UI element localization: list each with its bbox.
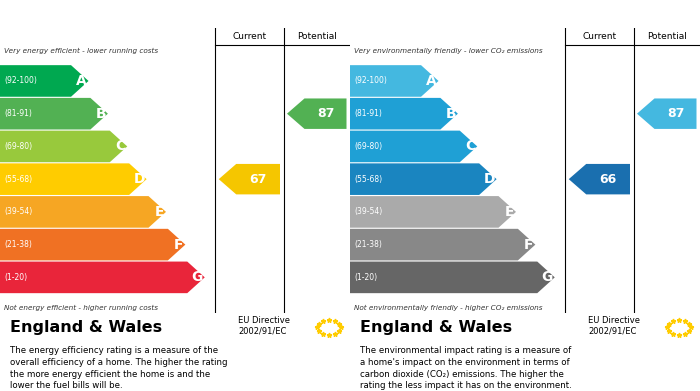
- Text: 87: 87: [317, 107, 334, 120]
- Polygon shape: [287, 99, 346, 129]
- Text: The energy efficiency rating is a measure of the
overall efficiency of a home. T: The energy efficiency rating is a measur…: [10, 346, 228, 391]
- Text: The environmental impact rating is a measure of
a home's impact on the environme: The environmental impact rating is a mea…: [360, 346, 573, 391]
- Text: 66: 66: [599, 173, 617, 186]
- Polygon shape: [637, 99, 696, 129]
- Text: F: F: [174, 238, 183, 252]
- Text: G: G: [542, 270, 553, 284]
- Polygon shape: [0, 98, 108, 129]
- Text: (55-68): (55-68): [4, 175, 32, 184]
- Text: (69-80): (69-80): [4, 142, 32, 151]
- Text: Energy Efficiency Rating: Energy Efficiency Rating: [8, 7, 192, 21]
- Text: (81-91): (81-91): [354, 109, 382, 118]
- Polygon shape: [350, 163, 496, 195]
- Text: C: C: [466, 140, 475, 153]
- Polygon shape: [350, 98, 458, 129]
- Text: Potential: Potential: [647, 32, 687, 41]
- Polygon shape: [218, 164, 280, 194]
- Text: E: E: [155, 205, 164, 219]
- Text: 67: 67: [249, 173, 267, 186]
- Polygon shape: [0, 196, 166, 228]
- Text: (39-54): (39-54): [354, 207, 382, 216]
- Polygon shape: [350, 65, 438, 97]
- Polygon shape: [350, 229, 536, 260]
- Polygon shape: [350, 131, 477, 162]
- Text: Current: Current: [582, 32, 617, 41]
- Text: D: D: [484, 172, 495, 186]
- Text: (92-100): (92-100): [4, 77, 37, 86]
- Polygon shape: [568, 164, 630, 194]
- Text: (1-20): (1-20): [4, 273, 27, 282]
- Text: Very energy efficient - lower running costs: Very energy efficient - lower running co…: [4, 48, 158, 54]
- Text: B: B: [445, 107, 456, 121]
- Text: EU Directive
2002/91/EC: EU Directive 2002/91/EC: [238, 316, 290, 336]
- Polygon shape: [0, 163, 146, 195]
- Text: F: F: [524, 238, 533, 252]
- Text: (1-20): (1-20): [354, 273, 377, 282]
- Text: E: E: [505, 205, 514, 219]
- Text: Current: Current: [232, 32, 267, 41]
- Text: England & Wales: England & Wales: [360, 320, 512, 335]
- Text: (92-100): (92-100): [354, 77, 387, 86]
- Text: EU Directive
2002/91/EC: EU Directive 2002/91/EC: [588, 316, 640, 336]
- Polygon shape: [350, 262, 554, 293]
- Text: Not energy efficient - higher running costs: Not energy efficient - higher running co…: [4, 305, 158, 311]
- Text: B: B: [95, 107, 106, 121]
- Text: Potential: Potential: [297, 32, 337, 41]
- Polygon shape: [0, 229, 186, 260]
- Text: G: G: [192, 270, 203, 284]
- Text: England & Wales: England & Wales: [10, 320, 162, 335]
- Text: (69-80): (69-80): [354, 142, 382, 151]
- Text: (21-38): (21-38): [354, 240, 382, 249]
- Text: Environmental Impact (CO₂) Rating: Environmental Impact (CO₂) Rating: [358, 7, 621, 21]
- Text: Very environmentally friendly - lower CO₂ emissions: Very environmentally friendly - lower CO…: [354, 48, 542, 54]
- Text: Not environmentally friendly - higher CO₂ emissions: Not environmentally friendly - higher CO…: [354, 305, 542, 311]
- Polygon shape: [0, 131, 127, 162]
- Text: A: A: [426, 74, 437, 88]
- Polygon shape: [0, 65, 88, 97]
- Polygon shape: [0, 262, 204, 293]
- Text: 87: 87: [667, 107, 684, 120]
- Text: (21-38): (21-38): [4, 240, 32, 249]
- Text: C: C: [116, 140, 125, 153]
- Text: (55-68): (55-68): [354, 175, 382, 184]
- Polygon shape: [350, 196, 516, 228]
- Text: D: D: [134, 172, 145, 186]
- Text: (81-91): (81-91): [4, 109, 32, 118]
- Text: A: A: [76, 74, 87, 88]
- Text: (39-54): (39-54): [4, 207, 32, 216]
